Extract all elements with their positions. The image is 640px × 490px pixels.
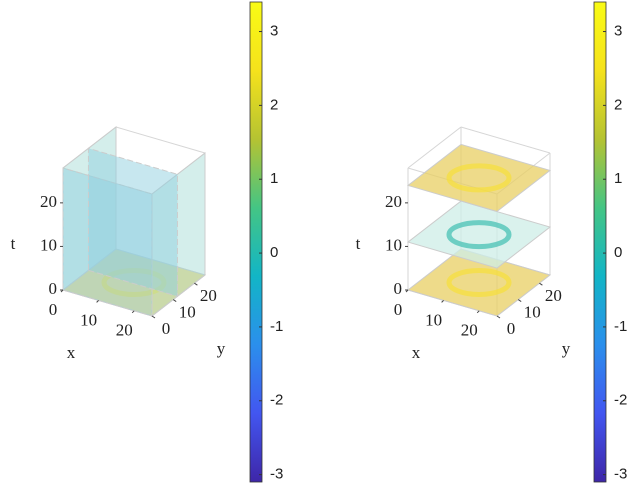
x-tick <box>476 310 480 314</box>
colorbar-tick-label: 1 <box>614 170 622 187</box>
y-tick-label: 0 <box>507 319 516 338</box>
colorbar-tick-label: -1 <box>614 318 627 335</box>
y-slice <box>87 147 178 297</box>
y-axis-label: y <box>562 339 571 358</box>
x-tick-label: 10 <box>425 310 442 329</box>
colorbar-tick-label: 3 <box>614 23 622 40</box>
x-tick-label: 10 <box>80 310 97 329</box>
box-edge <box>460 126 551 154</box>
x-tick-label: 0 <box>49 300 58 319</box>
colorbar-tick-label: 3 <box>270 23 278 40</box>
colorbar: -3 -2 -1 0 1 2 3 <box>593 1 627 483</box>
colorbar-tick-label: 1 <box>270 170 278 187</box>
colorbar-tick-label: 2 <box>270 96 278 113</box>
box-edge <box>407 126 462 169</box>
colorbar-tick-label: -1 <box>270 318 283 335</box>
y-tick <box>496 315 501 319</box>
x-tick-label: 20 <box>116 321 133 340</box>
y-tick-label: 0 <box>162 319 171 338</box>
y-tick-label: 20 <box>200 286 217 305</box>
colorbar-fill <box>249 1 263 483</box>
z-tick-label: 20 <box>385 192 402 211</box>
z-slice <box>406 143 552 212</box>
y-tick-label: 20 <box>545 286 562 305</box>
y-tick <box>539 282 543 286</box>
colorbar-tick-label: -2 <box>614 392 627 409</box>
z-axis-label: t <box>356 234 361 253</box>
z-axis-label: t <box>11 234 16 253</box>
colorbar-tick-label: 0 <box>614 244 622 261</box>
x-tick <box>96 300 99 303</box>
y-tick-label: 10 <box>179 303 196 322</box>
slice-ring <box>446 268 512 297</box>
y-axis-label: y <box>217 339 226 358</box>
colorbar-tick-label: -3 <box>614 466 627 483</box>
x-tick <box>131 310 135 314</box>
box-edge <box>115 126 206 154</box>
y-tick <box>172 299 177 303</box>
colorbar-tick-label: 0 <box>270 244 278 261</box>
z-tick-label: 10 <box>40 235 57 254</box>
colorbar-fill <box>593 1 607 483</box>
slice-ring <box>446 163 512 193</box>
y-tick <box>517 299 522 303</box>
z-slice <box>406 248 552 317</box>
colorbar-tick-label: 2 <box>614 96 622 113</box>
colorbar-tick-label: -3 <box>270 466 283 483</box>
z-tick-label: 20 <box>40 192 57 211</box>
x-tick-label: 20 <box>461 321 478 340</box>
y-tick-label: 10 <box>524 303 541 322</box>
z-tick-label: 0 <box>49 279 58 298</box>
colorbar-tick-label: -2 <box>270 392 283 409</box>
x-axis-label: x <box>67 343 76 362</box>
x-tick <box>441 300 444 303</box>
slice-ring <box>446 220 512 250</box>
z-tick-label: 0 <box>394 279 403 298</box>
x-axis-label: x <box>412 343 421 362</box>
colorbar: -3 -2 -1 0 1 2 3 <box>249 1 283 483</box>
y-tick <box>151 315 156 319</box>
y-tick <box>194 282 198 286</box>
z-tick-label: 10 <box>385 235 402 254</box>
x-tick-label: 0 <box>394 300 403 319</box>
z-slice <box>406 200 552 269</box>
